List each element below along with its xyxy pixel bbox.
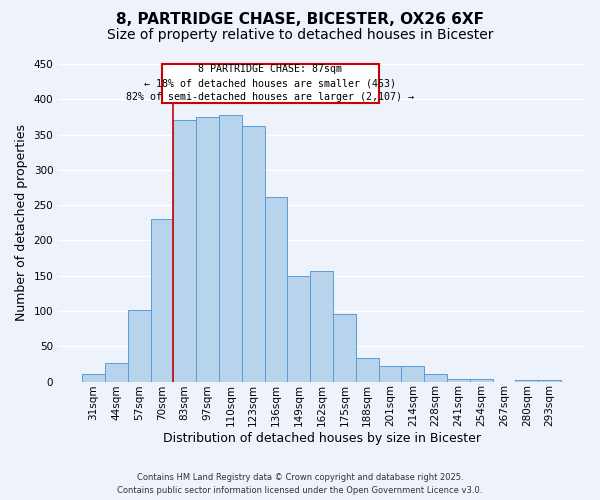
Bar [424,374,447,382]
Bar [151,218,173,382]
Bar [401,366,424,382]
Bar [265,196,287,382]
Y-axis label: Number of detached properties: Number of detached properties [15,124,28,322]
Bar [356,358,379,382]
Bar [196,117,219,382]
Bar [287,276,310,382]
Bar [379,366,401,382]
Bar [128,310,151,382]
FancyBboxPatch shape [162,64,379,103]
Bar [333,314,356,382]
Bar [310,272,333,382]
Text: 8 PARTRIDGE CHASE: 87sqm
← 18% of detached houses are smaller (453)
82% of semi-: 8 PARTRIDGE CHASE: 87sqm ← 18% of detach… [126,64,414,102]
X-axis label: Distribution of detached houses by size in Bicester: Distribution of detached houses by size … [163,432,481,445]
Bar [538,380,561,382]
Bar [82,374,105,382]
Bar [447,380,470,382]
Bar [173,120,196,382]
Bar [219,115,242,382]
Text: 8, PARTRIDGE CHASE, BICESTER, OX26 6XF: 8, PARTRIDGE CHASE, BICESTER, OX26 6XF [116,12,484,28]
Bar [242,126,265,382]
Bar [515,380,538,382]
Bar [470,380,493,382]
Bar [105,363,128,382]
Text: Size of property relative to detached houses in Bicester: Size of property relative to detached ho… [107,28,493,42]
Text: Contains HM Land Registry data © Crown copyright and database right 2025.
Contai: Contains HM Land Registry data © Crown c… [118,474,482,495]
